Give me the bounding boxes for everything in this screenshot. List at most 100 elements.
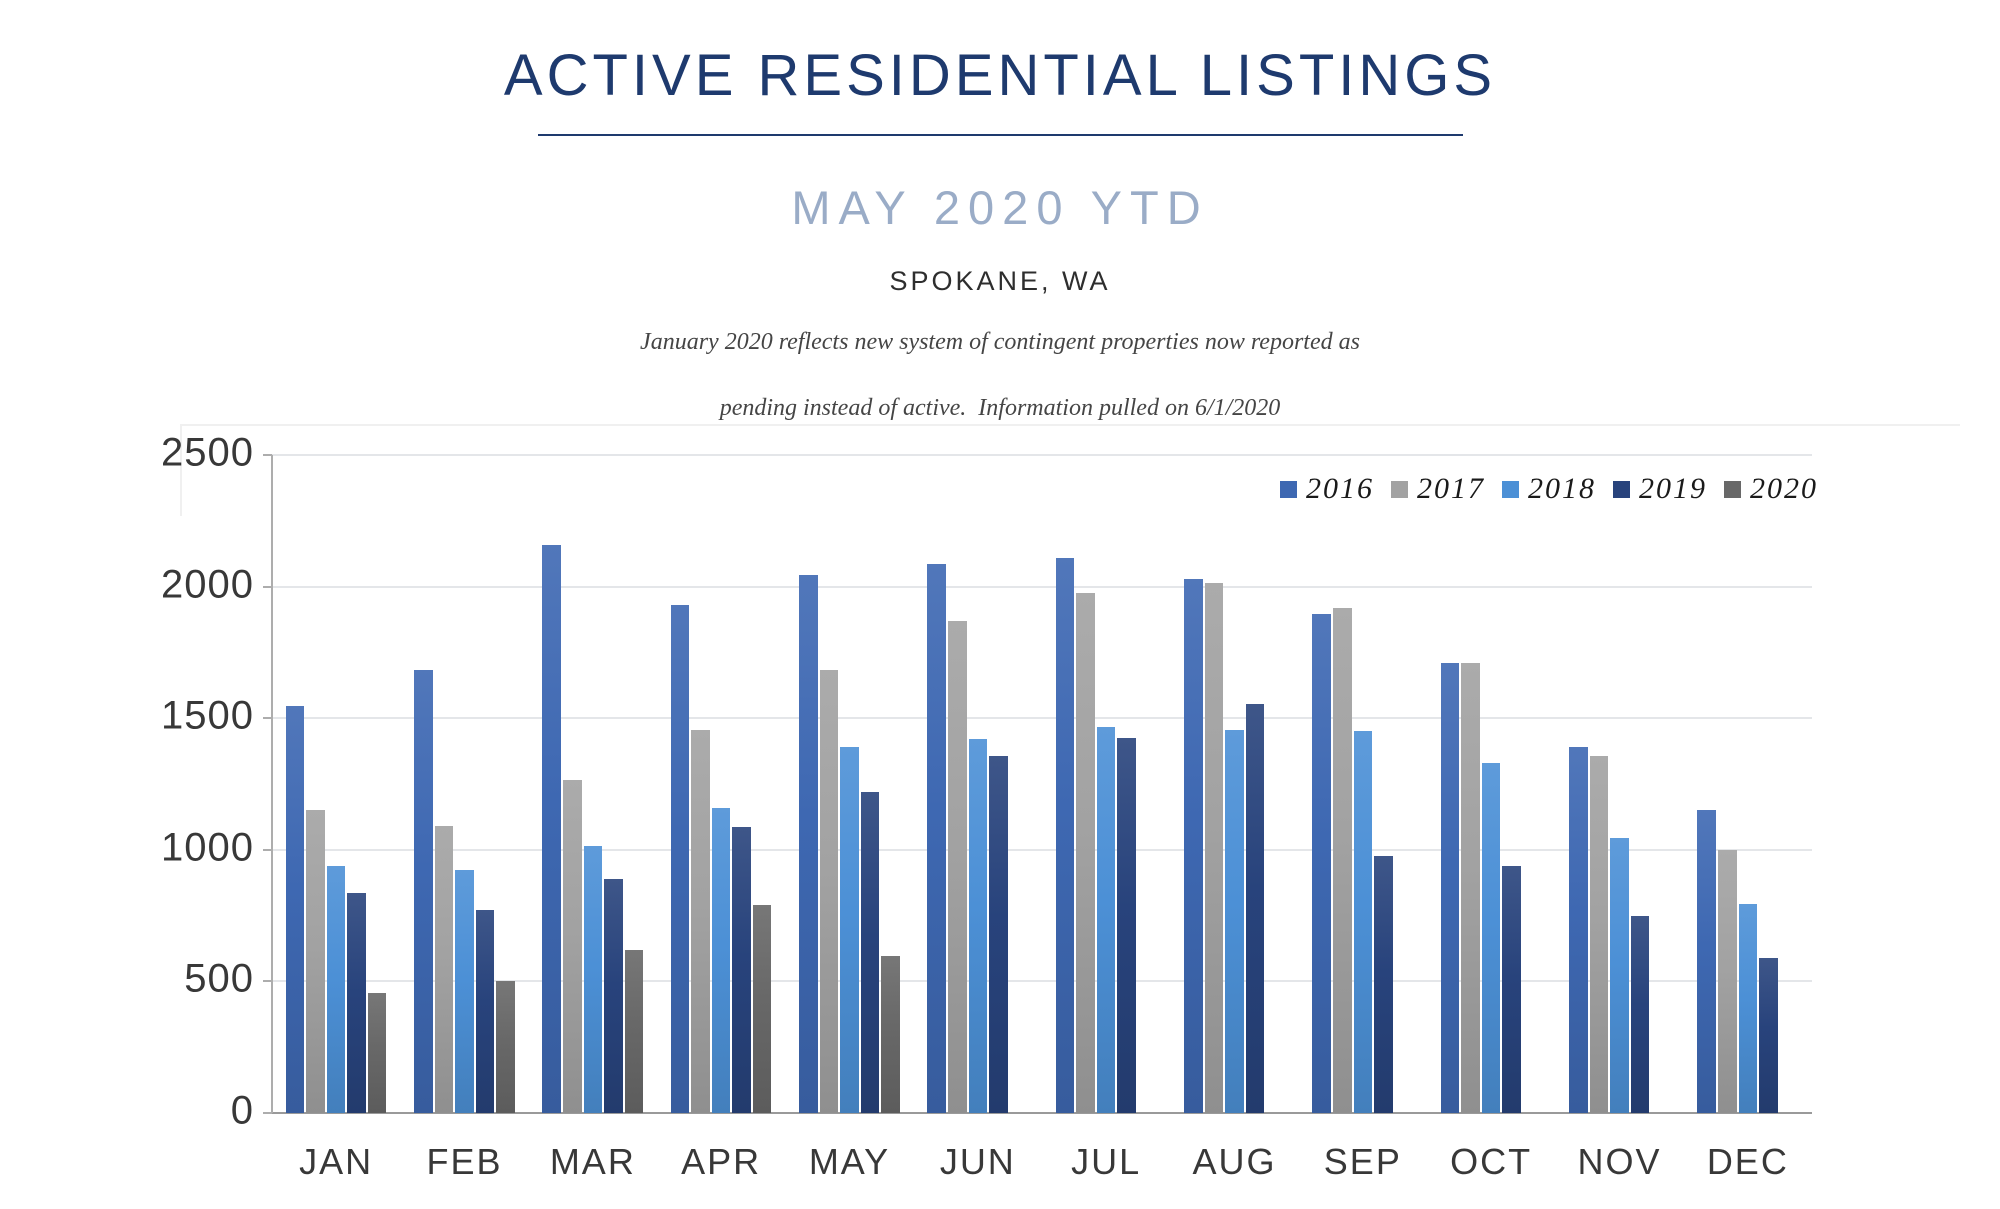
bar-2019-aug	[1245, 703, 1265, 1113]
gridline-1500	[272, 717, 1812, 720]
x-axis-label-sep: SEP	[1323, 1141, 1402, 1182]
x-axis-baseline	[272, 1112, 1812, 1114]
bar-2017-feb	[434, 826, 454, 1113]
legend-label-2018: 2018	[1528, 472, 1596, 505]
y-tick-2000	[263, 585, 272, 588]
bar-2016-dec	[1697, 810, 1717, 1113]
legend-swatch-2016	[1280, 480, 1297, 498]
bar-2017-oct	[1461, 662, 1480, 1113]
bar-slot-2016-aug	[1183, 455, 1204, 1113]
bar-2017-sep	[1333, 607, 1352, 1113]
chart-legend: 2016 2017 2018 2019 2020	[1280, 472, 1818, 506]
bar-slot-2018-aug	[1224, 455, 1245, 1113]
bar-slot-2016-sep	[1311, 455, 1332, 1113]
bar-slot-2017-oct	[1460, 455, 1481, 1113]
bar-2016-mar	[542, 544, 562, 1113]
bar-slot-2020-jan	[367, 455, 388, 1113]
bar-group-may	[785, 455, 913, 1113]
legend-item-2020: 2020	[1724, 472, 1818, 506]
y-tick-500	[263, 980, 272, 983]
gridline-2000	[272, 585, 1812, 588]
bar-group-jul	[1042, 455, 1170, 1113]
bar-2017-jun	[948, 620, 967, 1113]
bar-slot-2019-dec	[1758, 455, 1779, 1113]
bar-slot-2016-mar	[541, 455, 562, 1113]
legend-item-2018: 2018	[1502, 472, 1596, 506]
y-tick-1000	[263, 848, 272, 851]
bar-slot-2017-aug	[1204, 455, 1225, 1113]
legend-label-2020: 2020	[1750, 472, 1818, 505]
gridline-2500	[272, 454, 1812, 456]
y-axis-label-1500: 1500	[161, 693, 254, 738]
x-axis-label-mar: MAR	[549, 1141, 636, 1182]
bar-2016-may	[799, 574, 818, 1113]
y-axis-line	[271, 455, 273, 1113]
bar-2019-oct	[1502, 865, 1521, 1113]
bar-slot-2018-may	[839, 455, 860, 1113]
bar-slot-2017-may	[819, 455, 840, 1113]
bar-slot-2019-jul	[1116, 455, 1137, 1113]
bar-slot-2020-jul	[1137, 455, 1158, 1113]
bar-2019-feb	[475, 910, 495, 1113]
bar-2019-jan	[347, 893, 366, 1113]
bar-2018-sep	[1353, 731, 1373, 1113]
bar-2018-oct	[1481, 762, 1501, 1113]
bar-group-feb	[400, 455, 528, 1113]
bar-slot-2017-jun	[947, 455, 968, 1113]
bar-slot-2018-jan	[326, 455, 347, 1113]
bar-2017-jul	[1076, 593, 1095, 1113]
x-axis-label-feb: FEB	[426, 1141, 503, 1182]
bar-slot-2017-jan	[305, 455, 326, 1113]
bar-slot-2017-mar	[562, 455, 583, 1113]
bar-2017-apr	[691, 730, 710, 1113]
x-axis-label-jun: JUN	[939, 1141, 1016, 1182]
bar-2020-jan	[367, 993, 387, 1113]
bar-slot-2019-jan	[346, 455, 367, 1113]
bar-group-aug	[1170, 455, 1298, 1113]
x-axis-label-jan: JAN	[299, 1141, 374, 1182]
bar-slot-2018-apr	[711, 455, 732, 1113]
legend-item-2017: 2017	[1391, 472, 1485, 506]
bar-2017-dec	[1718, 849, 1737, 1113]
bar-group-apr	[657, 455, 785, 1113]
bar-2018-feb	[455, 869, 474, 1113]
bar-slot-2016-dec	[1696, 455, 1717, 1113]
bar-2019-jun	[989, 756, 1008, 1113]
bar-2019-jul	[1117, 737, 1136, 1113]
page-location: SPOKANE, WA	[889, 266, 1111, 296]
x-axis-label-apr: APR	[681, 1141, 762, 1182]
bar-slot-2016-may	[798, 455, 819, 1113]
chart-object-border-left	[180, 424, 182, 516]
bar-slot-2016-apr	[670, 455, 691, 1113]
bar-slot-2020-aug	[1265, 455, 1286, 1113]
bar-slot-2017-apr	[690, 455, 711, 1113]
bar-slot-2020-feb	[495, 455, 516, 1113]
bar-slot-2019-may	[860, 455, 881, 1113]
bar-slot-2019-feb	[475, 455, 496, 1113]
gridline-1000	[272, 848, 1812, 851]
bar-2018-jul	[1096, 727, 1116, 1113]
bar-slot-2016-nov	[1568, 455, 1589, 1113]
bar-group-dec	[1684, 455, 1812, 1113]
bar-2020-apr	[752, 905, 772, 1113]
y-axis-label-2000: 2000	[161, 562, 254, 607]
bar-slot-2018-jul	[1096, 455, 1117, 1113]
chart-footnote: January 2020 reflects new system of cont…	[0, 326, 2000, 425]
page-subtitle: MAY 2020 YTD	[791, 181, 1209, 234]
legend-item-2016: 2016	[1280, 472, 1374, 506]
bar-slot-2017-feb	[434, 455, 455, 1113]
bar-2017-mar	[563, 780, 582, 1113]
bar-2020-feb	[496, 981, 515, 1113]
bar-2017-nov	[1589, 756, 1609, 1113]
bar-2016-nov	[1569, 747, 1588, 1113]
bar-slot-2016-feb	[413, 455, 434, 1113]
y-tick-0	[263, 1112, 272, 1114]
bar-2018-may	[840, 747, 859, 1113]
bar-slot-2020-may	[880, 455, 901, 1113]
bar-slot-2017-jul	[1075, 455, 1096, 1113]
bar-slot-2018-oct	[1481, 455, 1502, 1113]
y-tick-1500	[263, 717, 272, 720]
bar-slot-2017-nov	[1589, 455, 1610, 1113]
bar-slot-2020-apr	[752, 455, 773, 1113]
bar-slot-2018-mar	[583, 455, 604, 1113]
